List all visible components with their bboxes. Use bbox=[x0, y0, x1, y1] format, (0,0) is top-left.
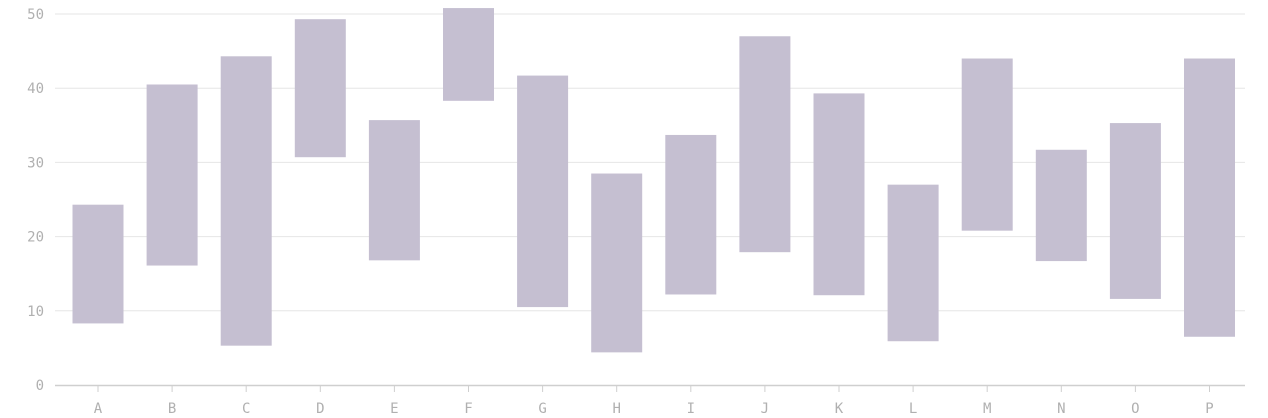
x-tick-label: M bbox=[983, 401, 991, 417]
y-axis-tick-labels: 0 10 20 30 40 50 bbox=[27, 7, 44, 394]
y-tick-label: 50 bbox=[27, 7, 44, 23]
bar-A bbox=[72, 204, 124, 324]
bar-I bbox=[665, 134, 717, 295]
bar-O bbox=[1109, 123, 1161, 299]
bars bbox=[72, 8, 1235, 353]
bar-K bbox=[813, 93, 865, 296]
x-axis-tick-labels: A B C D E F G H I J K L M N O P bbox=[94, 401, 1214, 417]
x-tick-label: I bbox=[687, 401, 695, 417]
y-tick-label: 10 bbox=[27, 304, 44, 320]
bar-F bbox=[443, 8, 494, 101]
x-tick-label: H bbox=[612, 401, 620, 417]
bar-G bbox=[517, 75, 569, 308]
x-tick-label: D bbox=[316, 401, 324, 417]
y-tick-label: 0 bbox=[36, 378, 44, 394]
x-tick-label: B bbox=[168, 401, 176, 417]
x-tick-label: E bbox=[390, 401, 398, 417]
bar-L bbox=[887, 184, 939, 342]
y-tick-label: 30 bbox=[27, 155, 44, 171]
x-tick-label: K bbox=[835, 401, 844, 417]
y-tick-label: 40 bbox=[27, 81, 44, 97]
bar-P bbox=[1184, 58, 1235, 337]
x-tick-label: L bbox=[909, 401, 917, 417]
x-tick-label: J bbox=[761, 401, 769, 417]
bar-J bbox=[739, 36, 791, 253]
x-tick-label: O bbox=[1131, 401, 1139, 417]
x-tick-label: N bbox=[1057, 401, 1065, 417]
bar-N bbox=[1035, 149, 1087, 262]
x-tick-label: C bbox=[242, 401, 250, 417]
x-tick-label: G bbox=[538, 401, 546, 417]
bar-H bbox=[591, 173, 643, 353]
x-axis bbox=[55, 384, 1245, 392]
bar-E bbox=[368, 120, 420, 261]
x-tick-label: F bbox=[464, 401, 472, 417]
bar-B bbox=[146, 84, 198, 266]
y-tick-label: 20 bbox=[27, 230, 44, 246]
x-tick-label: P bbox=[1205, 401, 1213, 417]
bar-D bbox=[294, 19, 346, 158]
x-tick-label: A bbox=[94, 401, 103, 417]
bar-C bbox=[220, 56, 272, 346]
bar-M bbox=[961, 58, 1013, 231]
